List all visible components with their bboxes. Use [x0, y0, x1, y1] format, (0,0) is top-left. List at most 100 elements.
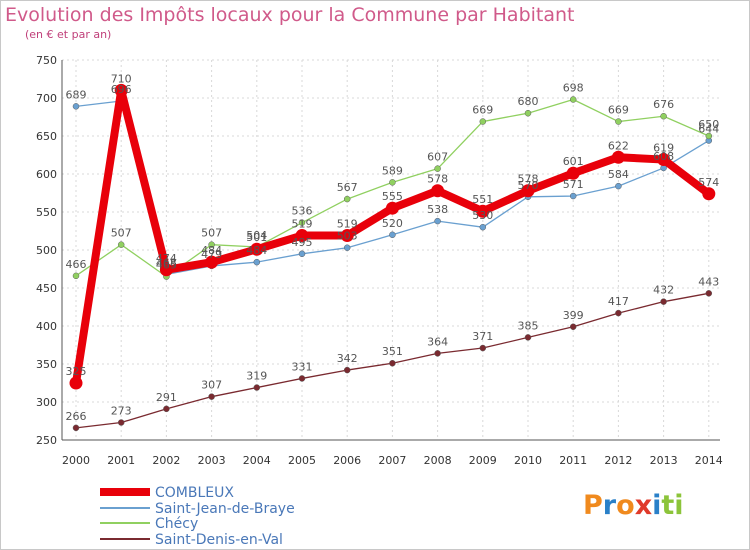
data-point: [69, 376, 83, 390]
data-point: [479, 344, 487, 352]
data-point: [566, 166, 580, 180]
data-point: [479, 223, 487, 231]
data-label: 319: [246, 370, 267, 383]
data-label: 710: [111, 72, 132, 85]
data-label: 443: [698, 275, 719, 288]
data-label: 273: [111, 405, 132, 418]
y-tick-label: 300: [36, 396, 57, 409]
data-label: 669: [472, 104, 493, 117]
data-point: [524, 334, 532, 341]
series-saint-denis-en-val: [72, 290, 713, 432]
data-label: 465: [156, 259, 177, 272]
x-tick-label: 2008: [424, 454, 452, 467]
data-point: [657, 153, 671, 167]
data-point: [159, 263, 173, 277]
data-point: [114, 83, 128, 97]
data-label: 495: [292, 236, 313, 249]
data-label: 466: [66, 258, 87, 271]
logo-letter: P: [583, 490, 603, 521]
data-label: 291: [156, 391, 177, 404]
data-point: [343, 244, 351, 251]
data-point: [208, 241, 215, 248]
series-line: [75, 100, 710, 275]
data-label: 484: [246, 244, 267, 257]
data-point: [660, 112, 667, 120]
logo-letter: i: [652, 490, 662, 521]
data-point: [163, 405, 170, 413]
data-label: 519: [337, 218, 358, 231]
data-label: 698: [563, 82, 584, 95]
data-label: 680: [518, 95, 539, 108]
legend-label: COMBLEUX: [155, 485, 234, 501]
y-tick-label: 350: [36, 358, 57, 371]
x-tick-label: 2012: [604, 454, 632, 467]
y-tick-label: 700: [36, 92, 57, 105]
data-point: [117, 419, 125, 426]
axes: 250 300 350 400 450 500 550 600 650 700 750 2000 200…: [36, 54, 723, 467]
data-point: [72, 272, 80, 280]
data-point: [479, 118, 487, 125]
data-point: [343, 366, 351, 374]
legend-label: Saint-Jean-de-Braye: [155, 501, 295, 517]
data-label: 578: [518, 173, 539, 186]
data-label: 474: [156, 252, 177, 265]
legend-label: Chécy: [155, 516, 198, 532]
logo-letter: r: [602, 490, 617, 521]
data-label: 351: [382, 345, 403, 358]
data-point: [253, 258, 261, 266]
data-label: 484: [201, 244, 222, 257]
data-point: [72, 424, 80, 432]
data-label: 589: [382, 164, 403, 177]
legend-item: Saint-Denis-en-Val: [100, 532, 283, 548]
data-label: 371: [472, 330, 493, 343]
data-label: 696: [111, 83, 132, 96]
y-tick-label: 450: [36, 282, 57, 295]
y-tick-label: 400: [36, 320, 57, 333]
data-label: 530: [472, 209, 493, 222]
data-point: [385, 201, 399, 215]
y-tick-label: 650: [36, 130, 57, 143]
data-point: [569, 192, 577, 200]
data-label: 342: [337, 352, 358, 365]
data-point: [389, 359, 396, 367]
y-tick-label: 550: [36, 206, 57, 219]
data-label: 325: [66, 365, 87, 378]
data-point: [253, 384, 261, 391]
data-point: [569, 96, 577, 103]
data-point: [615, 309, 622, 317]
data-point: [72, 103, 80, 110]
data-point: [208, 393, 215, 400]
data-point: [434, 217, 441, 225]
data-point: [615, 182, 622, 190]
data-point: [521, 184, 535, 198]
data-label: 399: [563, 309, 584, 322]
x-tick-label: 2003: [198, 454, 226, 467]
data-label: 468: [156, 256, 177, 269]
data-label: 520: [382, 217, 403, 230]
data-point: [705, 290, 713, 297]
data-label: 669: [608, 104, 629, 117]
data-label: 307: [201, 379, 222, 392]
y-tick-label: 250: [36, 434, 57, 447]
data-point: [569, 323, 577, 331]
data-label: 519: [292, 218, 313, 231]
data-label: 571: [563, 178, 584, 191]
y-tick-label: 600: [36, 168, 57, 181]
x-tick-label: 2009: [469, 454, 497, 467]
data-label: 364: [427, 335, 448, 348]
data-label: 432: [653, 284, 674, 297]
data-label: 689: [66, 88, 87, 101]
data-point: [205, 255, 219, 269]
x-tick-label: 2004: [243, 454, 271, 467]
data-label: 570: [518, 179, 539, 192]
data-point: [611, 150, 625, 164]
x-tick-label: 2014: [695, 454, 723, 467]
data-label: 555: [382, 190, 403, 203]
y-tick-label: 750: [36, 54, 57, 67]
data-label: 601: [563, 155, 584, 168]
data-point: [615, 118, 622, 125]
x-tick-label: 2011: [559, 454, 587, 467]
logo-letter: x: [634, 490, 653, 521]
data-label: 622: [608, 139, 629, 152]
